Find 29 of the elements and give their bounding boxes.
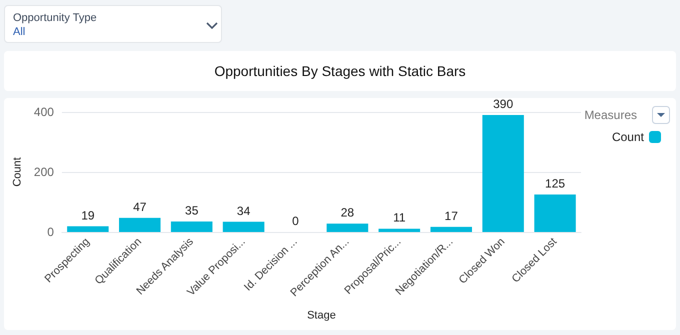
data-label: 125 xyxy=(545,176,566,190)
data-label: 47 xyxy=(133,200,147,214)
legend-label: Count xyxy=(612,130,645,144)
text: All xyxy=(13,26,26,38)
legend-title: Measures xyxy=(584,108,637,122)
bar xyxy=(378,228,420,232)
data-label: 28 xyxy=(340,206,354,220)
data-label: 11 xyxy=(393,210,406,225)
bar xyxy=(67,226,109,232)
x-axis-title: Stage xyxy=(307,310,336,322)
data-label: 35 xyxy=(185,204,199,218)
data-label: 19 xyxy=(81,208,95,222)
bar xyxy=(430,226,472,232)
data-label: 34 xyxy=(236,204,251,218)
chart-title: Opportunities By Stages with Static Bars xyxy=(4,51,676,91)
bar xyxy=(119,218,161,232)
y-tick-label: 400 xyxy=(34,105,54,119)
text: Opportunity Type xyxy=(13,12,97,24)
bar xyxy=(534,194,576,232)
bar xyxy=(482,115,524,232)
y-tick-label: 200 xyxy=(34,165,54,179)
data-label: 0 xyxy=(292,214,300,228)
bar xyxy=(326,224,368,232)
y-tick-label: 0 xyxy=(47,225,54,239)
bar xyxy=(222,222,264,232)
y-axis-title: Count xyxy=(12,157,24,187)
data-label: 17 xyxy=(444,208,458,223)
bar xyxy=(170,222,212,232)
data-label: 390 xyxy=(493,97,514,111)
